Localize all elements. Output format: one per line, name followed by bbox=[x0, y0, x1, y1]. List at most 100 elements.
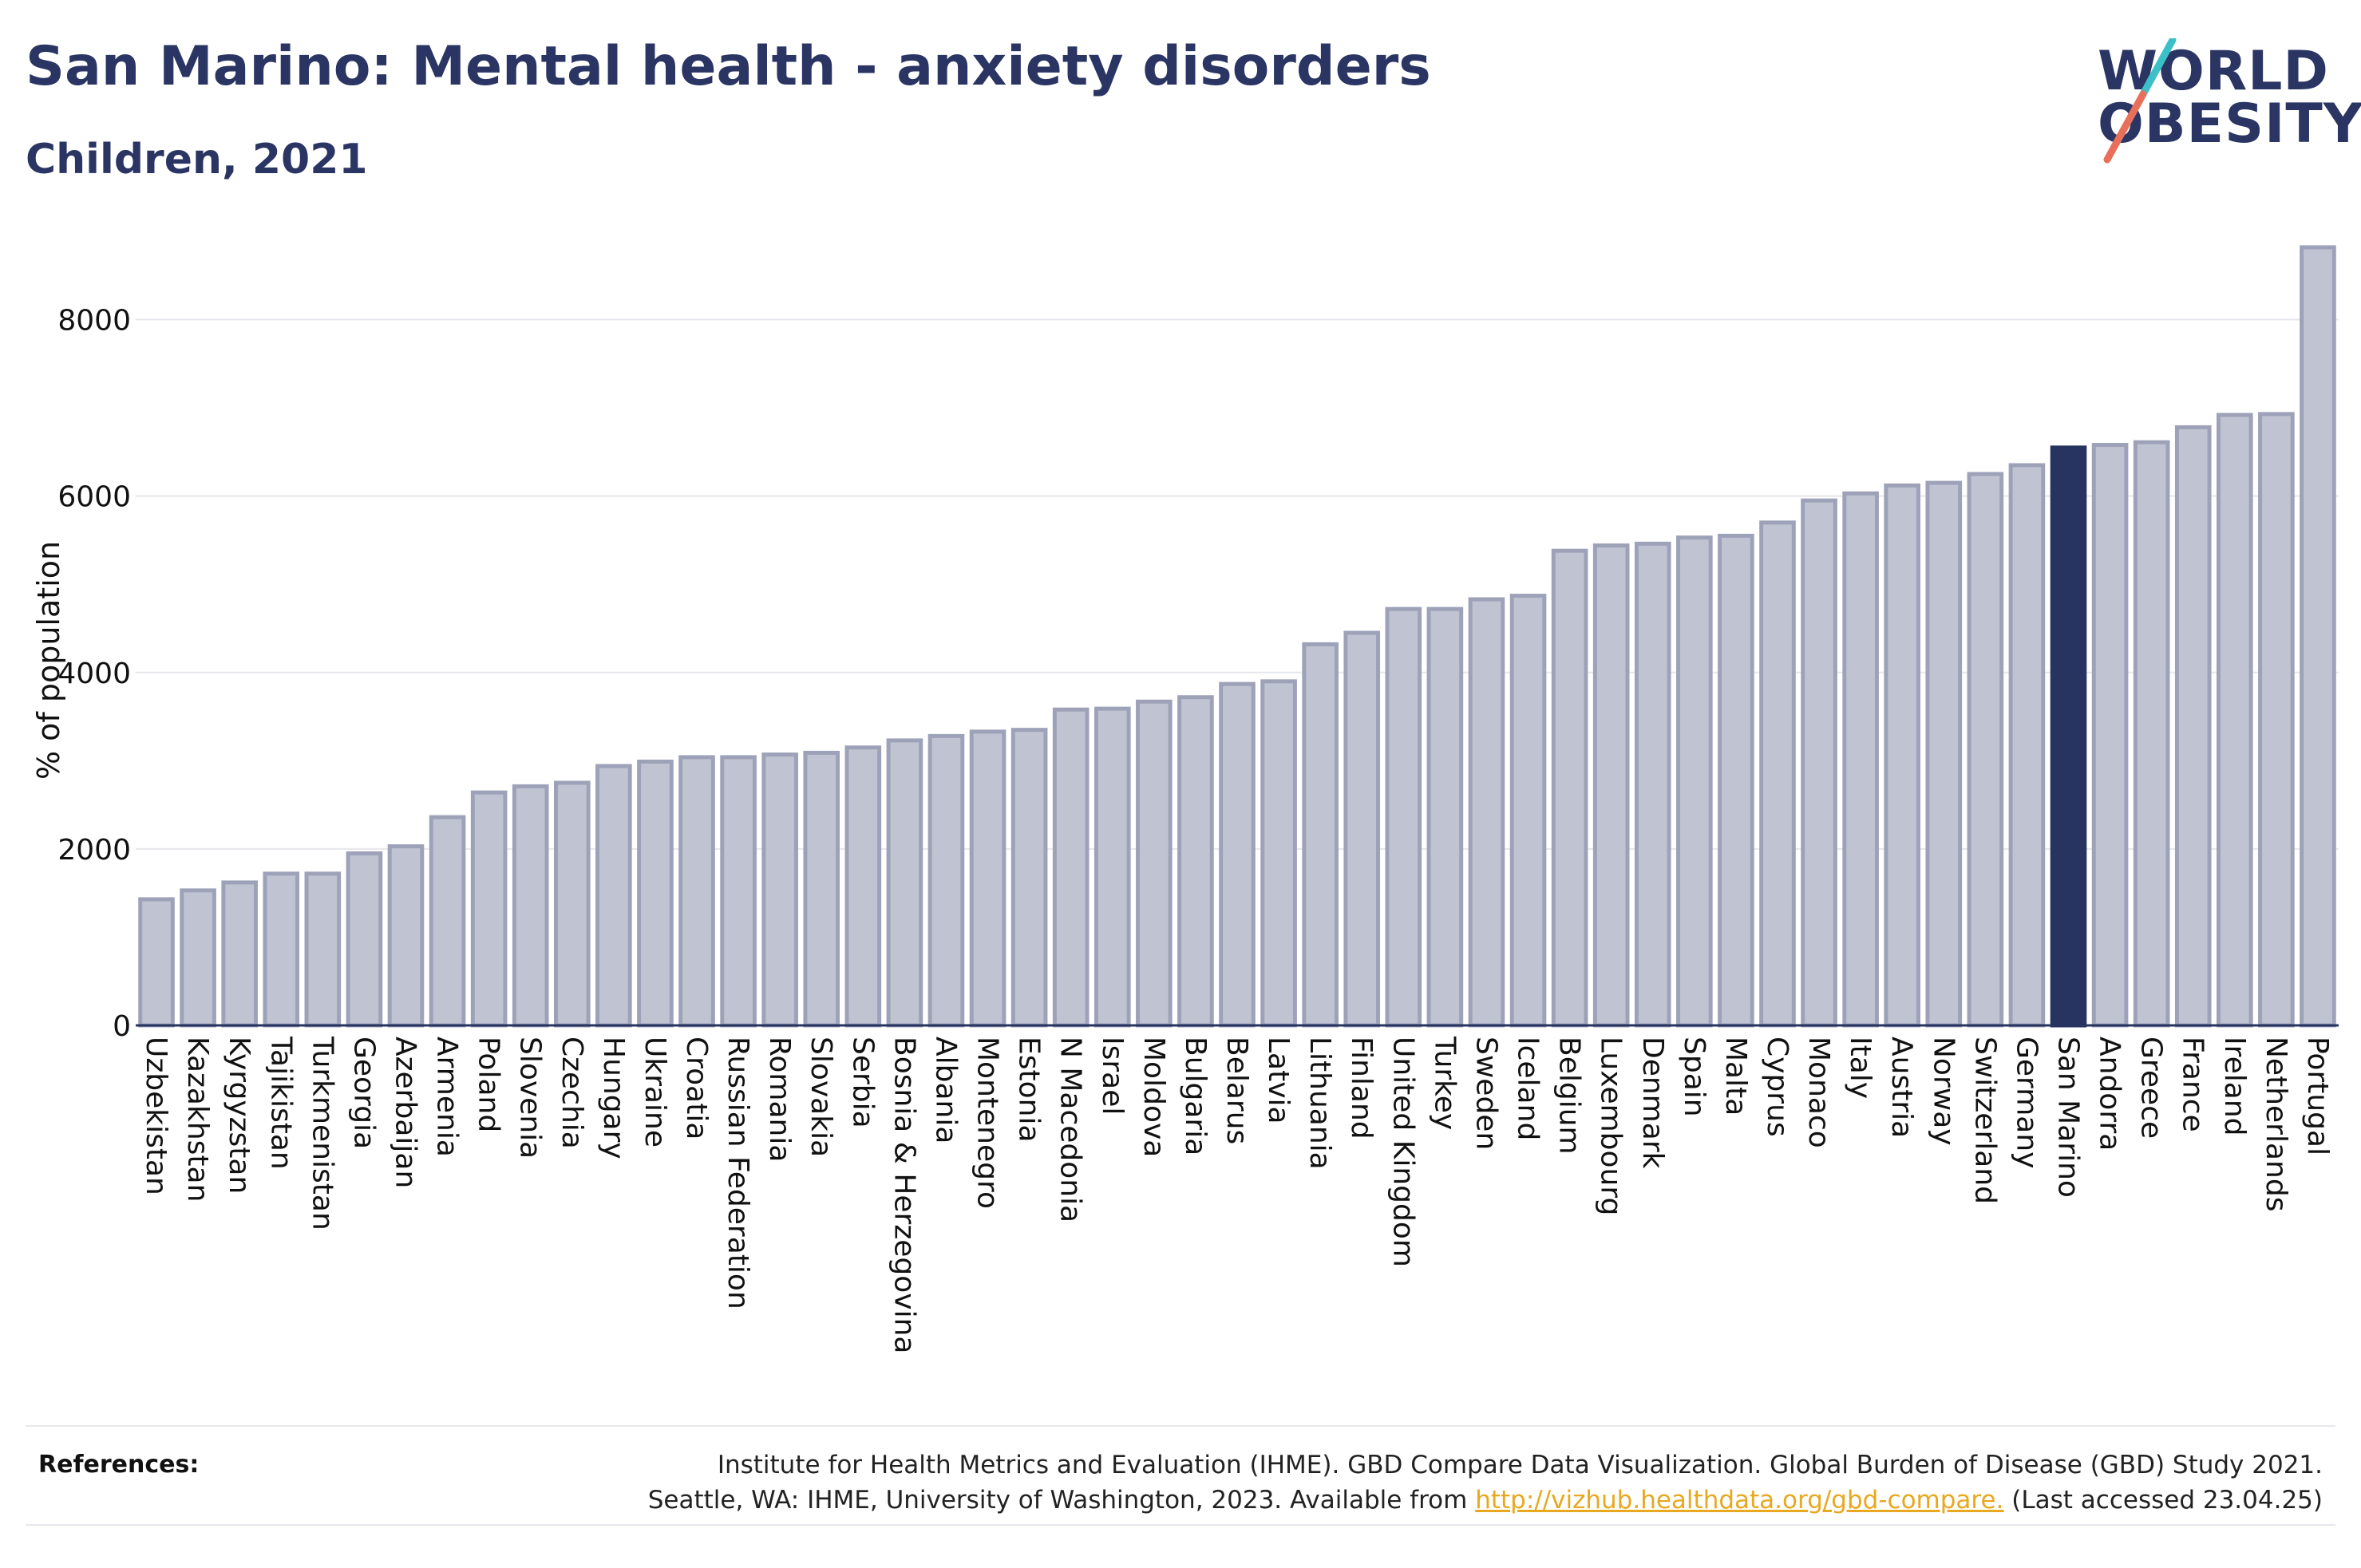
bar-hungary bbox=[595, 764, 632, 1028]
x-tick-label: Ukraine bbox=[639, 1037, 671, 1147]
x-tick-label: Poland bbox=[473, 1037, 505, 1132]
bar-moldova bbox=[1136, 699, 1173, 1028]
x-tick-label: Tajikistan bbox=[264, 1036, 297, 1170]
bar-serbia bbox=[844, 745, 882, 1028]
x-tick-label: Sweden bbox=[1469, 1037, 1502, 1150]
y-tick-label: 4000 bbox=[57, 658, 131, 690]
bar-uzbekistan bbox=[138, 897, 175, 1028]
bar-monaco bbox=[1801, 498, 1837, 1028]
bar-united-kingdom bbox=[1385, 606, 1422, 1028]
x-tick-label: Bulgaria bbox=[1179, 1037, 1212, 1155]
x-tick-label: Malta bbox=[1719, 1037, 1752, 1116]
bar-finland bbox=[1343, 630, 1381, 1028]
bar-turkmenistan bbox=[304, 871, 342, 1028]
bar-portugal bbox=[2300, 245, 2336, 1028]
x-tick-label: Portugal bbox=[2301, 1037, 2334, 1155]
x-tick-label: Czechia bbox=[556, 1037, 588, 1149]
x-tick-label: United Kingdom bbox=[1386, 1037, 1419, 1267]
x-tick-label: Slovenia bbox=[514, 1037, 547, 1159]
x-tick-label: Israel bbox=[1096, 1037, 1129, 1115]
x-tick-label: Russian Federation bbox=[722, 1037, 754, 1309]
chart-subtitle: Children, 2021 bbox=[26, 136, 368, 184]
x-tick-label: Romania bbox=[763, 1037, 796, 1162]
x-axis-labels: Uzbekistan Kazakhstan Kyrgyzstan Tajikistan… bbox=[140, 1036, 2334, 1353]
bar-belgium bbox=[1551, 548, 1588, 1028]
bar-bulgaria bbox=[1177, 695, 1214, 1028]
x-tick-label: Denmark bbox=[1636, 1037, 1669, 1169]
x-tick-label: Slovakia bbox=[805, 1037, 837, 1157]
bar-montenegro bbox=[969, 729, 1006, 1028]
bars bbox=[138, 245, 2336, 1028]
x-tick-label: Switzerland bbox=[1968, 1037, 2001, 1204]
x-tick-label: Uzbekistan bbox=[140, 1037, 172, 1195]
bar-israel bbox=[1093, 706, 1131, 1028]
references-line1: Institute for Health Metrics and Evaluat… bbox=[717, 1451, 2323, 1479]
bar-azerbaijan bbox=[387, 844, 425, 1028]
x-tick-label: Georgia bbox=[347, 1037, 380, 1149]
bar-romania bbox=[761, 752, 798, 1028]
x-tick-label: Norway bbox=[1927, 1037, 1960, 1146]
bar-netherlands bbox=[2258, 412, 2295, 1028]
y-axis-ticks: 0 2000 4000 6000 8000 bbox=[57, 305, 131, 1043]
bar-poland bbox=[470, 790, 508, 1028]
x-tick-label: San Marino bbox=[2052, 1037, 2085, 1198]
x-tick-label: Bosnia & Herzegovina bbox=[888, 1037, 920, 1353]
references-text: Institute for Health Metrics and Evaluat… bbox=[567, 1448, 2323, 1518]
y-tick-label: 2000 bbox=[57, 834, 131, 867]
bar-sweden bbox=[1468, 597, 1505, 1028]
references-line2-end: (Last accessed 23.04.25) bbox=[2003, 1486, 2323, 1515]
bar-n-macedonia bbox=[1052, 707, 1090, 1028]
bar-tajikistan bbox=[263, 871, 300, 1028]
bar-greece bbox=[2133, 440, 2170, 1028]
y-axis-title: % of population bbox=[31, 541, 66, 780]
logo-line2: OBESITY bbox=[2098, 93, 2361, 156]
x-tick-label: Hungary bbox=[597, 1037, 630, 1159]
x-tick-label: Greece bbox=[2135, 1037, 2168, 1139]
x-tick-label: Kazakhstan bbox=[181, 1037, 214, 1202]
x-tick-label: Monaco bbox=[1802, 1037, 1835, 1148]
bar-france bbox=[2174, 425, 2212, 1028]
x-tick-label: Ireland bbox=[2218, 1037, 2251, 1136]
y-tick-label: 0 bbox=[113, 1010, 131, 1043]
bar-armenia bbox=[429, 815, 466, 1028]
bar-estonia bbox=[1010, 728, 1048, 1028]
bar-chart: 0 2000 4000 6000 8000 Uzbekistan Kazakhstan Ky… bbox=[31, 245, 2339, 1353]
x-tick-label: Kyrgyzstan bbox=[223, 1037, 255, 1194]
x-tick-label: Latvia bbox=[1262, 1037, 1295, 1124]
bar-denmark bbox=[1634, 541, 1671, 1028]
bar-turkey bbox=[1426, 606, 1464, 1028]
bar-latvia bbox=[1260, 679, 1297, 1028]
x-tick-label: Finland bbox=[1345, 1037, 1378, 1139]
x-tick-label: Moldova bbox=[1137, 1037, 1170, 1157]
x-tick-label: Montenegro bbox=[971, 1037, 1004, 1209]
x-tick-label: Turkey bbox=[1428, 1036, 1461, 1130]
x-tick-label: Andorra bbox=[2094, 1037, 2126, 1151]
x-tick-label: Turkmenistan bbox=[306, 1036, 338, 1230]
x-tick-label: Spain bbox=[1678, 1037, 1710, 1117]
x-tick-label: Iceland bbox=[1512, 1037, 1544, 1140]
bar-bosnia-herzegovina bbox=[886, 738, 923, 1028]
bar-slovakia bbox=[803, 750, 840, 1028]
bar-slovenia bbox=[512, 784, 549, 1028]
x-tick-label: Armenia bbox=[431, 1037, 464, 1157]
references-label: References: bbox=[38, 1451, 200, 1479]
bar-cyprus bbox=[1759, 520, 1796, 1028]
x-tick-label: Azerbaijan bbox=[389, 1037, 421, 1188]
x-tick-label: Austria bbox=[1885, 1037, 1918, 1138]
x-tick-label: Netherlands bbox=[2260, 1037, 2292, 1211]
bar-kazakhstan bbox=[180, 888, 216, 1028]
bar-austria bbox=[1884, 483, 1921, 1028]
bar-lithuania bbox=[1302, 642, 1339, 1028]
references-line2: Seattle, WA: IHME, University of Washing… bbox=[567, 1483, 2323, 1518]
x-tick-label: Estonia bbox=[1013, 1037, 1046, 1143]
x-tick-label: Albania bbox=[929, 1037, 962, 1143]
references-link[interactable]: http://vizhub.healthdata.org/gbd-compare… bbox=[1475, 1486, 2004, 1515]
chart-title: San Marino: Mental health - anxiety diso… bbox=[26, 35, 1431, 98]
logo-line1: WORLD bbox=[2098, 40, 2329, 103]
references-divider-top bbox=[26, 1425, 2335, 1427]
bar-norway bbox=[1925, 480, 1963, 1028]
bar-ukraine bbox=[637, 759, 674, 1028]
x-tick-label: Cyprus bbox=[1761, 1037, 1793, 1137]
x-tick-label: N Macedonia bbox=[1054, 1037, 1087, 1222]
bar-switzerland bbox=[1967, 472, 2004, 1028]
